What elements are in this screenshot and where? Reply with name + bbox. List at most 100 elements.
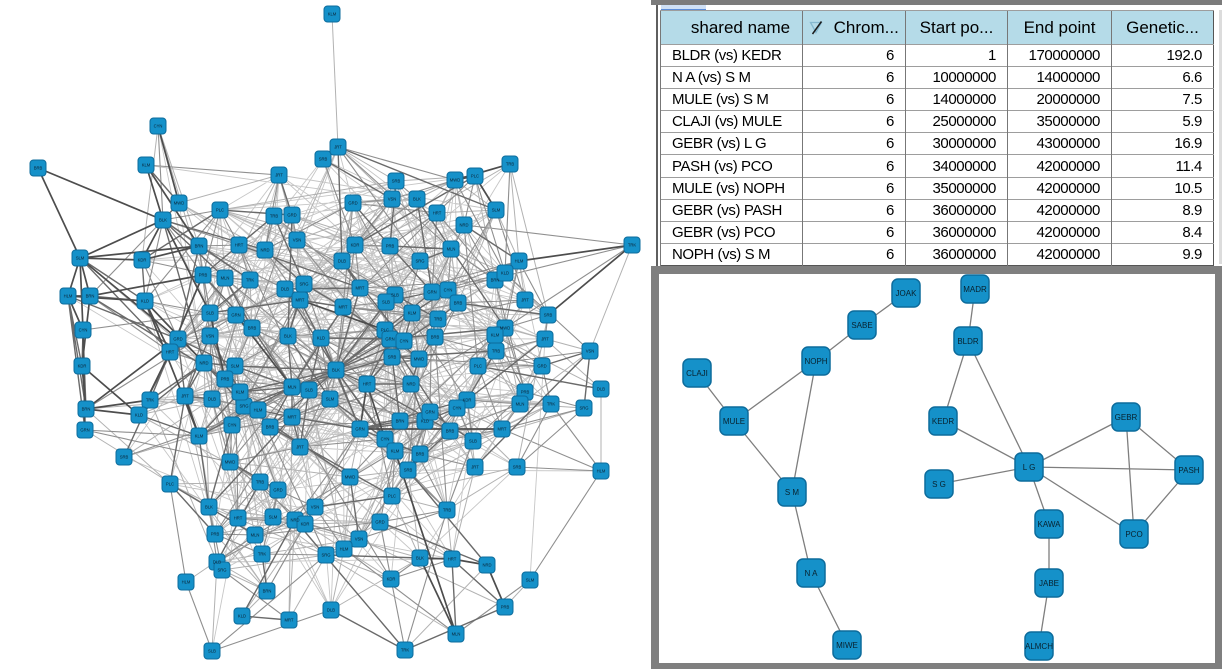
svg-text:PRB: PRB bbox=[386, 244, 395, 249]
svg-text:MWD: MWD bbox=[450, 178, 460, 183]
svg-text:MWD: MWD bbox=[174, 201, 184, 206]
svg-text:GRD: GRD bbox=[173, 337, 182, 342]
svg-text:GRN: GRN bbox=[385, 337, 394, 342]
svg-text:BRN: BRN bbox=[86, 294, 95, 299]
svg-text:TRB: TRB bbox=[506, 162, 515, 167]
svg-text:HRT: HRT bbox=[433, 211, 442, 216]
svg-text:SLM: SLM bbox=[492, 208, 501, 213]
svg-text:CYN: CYN bbox=[400, 339, 409, 344]
svg-text:GRD: GRD bbox=[287, 213, 296, 218]
svg-text:DLB: DLB bbox=[597, 387, 605, 392]
svg-text:BRN: BRN bbox=[195, 244, 204, 249]
svg-text:MLN: MLN bbox=[251, 533, 260, 538]
svg-text:CYN: CYN bbox=[381, 437, 390, 442]
svg-text:KLM: KLM bbox=[391, 449, 400, 454]
svg-text:KAWA: KAWA bbox=[1038, 520, 1062, 529]
svg-text:KLD: KLD bbox=[238, 614, 246, 619]
svg-text:JRT: JRT bbox=[334, 145, 342, 150]
svg-text:SLB: SLB bbox=[469, 439, 477, 444]
svg-text:BLK: BLK bbox=[332, 368, 340, 373]
svg-text:TRB: TRB bbox=[256, 480, 265, 485]
svg-text:SLM: SLM bbox=[326, 397, 335, 402]
svg-text:KLM: KLM bbox=[195, 434, 204, 439]
svg-text:BRB: BRB bbox=[446, 429, 455, 434]
svg-text:KLD: KLD bbox=[501, 271, 509, 276]
svg-text:KDR: KDR bbox=[463, 398, 472, 403]
svg-text:SRB: SRB bbox=[544, 313, 553, 318]
svg-text:KDR: KDR bbox=[301, 522, 310, 527]
svg-text:TRK: TRK bbox=[246, 278, 255, 283]
svg-text:SRB: SRB bbox=[513, 465, 522, 470]
svg-text:JRT: JRT bbox=[181, 394, 189, 399]
svg-text:BRB: BRB bbox=[431, 335, 440, 340]
svg-text:KEDR: KEDR bbox=[932, 417, 954, 426]
svg-text:BRB: BRB bbox=[416, 452, 425, 457]
svg-text:MWD: MWD bbox=[500, 326, 510, 331]
svg-text:SLM: SLM bbox=[76, 256, 85, 261]
svg-text:SLB: SLB bbox=[208, 649, 216, 654]
svg-text:TRB: TRB bbox=[492, 349, 501, 354]
svg-text:BRB: BRB bbox=[266, 425, 275, 430]
svg-text:SRB: SRB bbox=[404, 468, 413, 473]
svg-text:MLN: MLN bbox=[221, 276, 230, 281]
svg-text:SRB: SRB bbox=[388, 355, 397, 360]
svg-text:NOPH: NOPH bbox=[804, 357, 827, 366]
svg-text:SLB: SLB bbox=[391, 293, 399, 298]
svg-text:NRD: NRD bbox=[459, 223, 468, 228]
svg-text:GRN: GRN bbox=[231, 313, 240, 318]
svg-text:GEBR: GEBR bbox=[1115, 413, 1138, 422]
svg-text:CYN: CYN bbox=[228, 423, 237, 428]
svg-text:KLD: KLD bbox=[141, 299, 149, 304]
svg-text:NRD: NRD bbox=[290, 518, 299, 523]
svg-text:HLM: HLM bbox=[254, 408, 263, 413]
svg-text:SLM: SLM bbox=[231, 364, 240, 369]
svg-text:PRB: PRB bbox=[199, 273, 208, 278]
svg-text:PASH: PASH bbox=[1178, 466, 1199, 475]
svg-text:KLM: KLM bbox=[236, 390, 245, 395]
svg-text:KLD: KLD bbox=[135, 413, 143, 418]
svg-text:NRD: NRD bbox=[199, 361, 208, 366]
svg-text:PLC: PLC bbox=[388, 494, 396, 499]
svg-text:MULE: MULE bbox=[723, 417, 745, 426]
svg-text:PRB: PRB bbox=[501, 605, 510, 610]
svg-text:SABE: SABE bbox=[851, 321, 872, 330]
svg-text:MLN: MLN bbox=[288, 385, 297, 390]
svg-text:MRT: MRT bbox=[339, 305, 348, 310]
svg-text:HRT: HRT bbox=[166, 350, 175, 355]
svg-text:BLK: BLK bbox=[205, 505, 213, 510]
svg-text:SRG: SRG bbox=[239, 404, 248, 409]
svg-text:CYN: CYN bbox=[79, 328, 88, 333]
svg-text:VSN: VSN bbox=[206, 334, 215, 339]
svg-text:VSN: VSN bbox=[293, 238, 302, 243]
svg-text:CYN: CYN bbox=[154, 124, 163, 129]
svg-text:PLC: PLC bbox=[166, 482, 174, 487]
svg-text:JRT: JRT bbox=[541, 337, 549, 342]
svg-text:S G: S G bbox=[932, 480, 946, 489]
svg-text:TRB: TRB bbox=[434, 317, 443, 322]
svg-text:SLM: SLM bbox=[526, 578, 535, 583]
svg-text:HRT: HRT bbox=[234, 516, 243, 521]
svg-text:DLB: DLB bbox=[327, 608, 335, 613]
svg-text:BRB: BRB bbox=[34, 166, 43, 171]
svg-text:MADR: MADR bbox=[963, 285, 987, 294]
svg-text:JRT: JRT bbox=[296, 445, 304, 450]
svg-text:PRB: PRB bbox=[211, 532, 220, 537]
svg-text:SLM: SLM bbox=[269, 515, 278, 520]
svg-text:HLM: HLM bbox=[597, 469, 606, 474]
svg-text:MRT: MRT bbox=[498, 427, 507, 432]
svg-text:TRK: TRK bbox=[401, 648, 410, 653]
svg-text:HLM: HLM bbox=[182, 580, 191, 585]
svg-text:MLN: MLN bbox=[516, 402, 525, 407]
svg-text:KDR: KDR bbox=[387, 577, 396, 582]
svg-text:TRK: TRK bbox=[547, 402, 556, 407]
svg-text:PCO: PCO bbox=[1125, 530, 1142, 539]
svg-text:SRB: SRB bbox=[392, 179, 401, 184]
svg-text:BRN: BRN bbox=[263, 589, 272, 594]
svg-text:KLM: KLM bbox=[328, 12, 337, 17]
svg-text:TRK: TRK bbox=[146, 398, 155, 403]
svg-text:CYN: CYN bbox=[444, 288, 453, 293]
svg-text:N A: N A bbox=[805, 569, 819, 578]
svg-text:PRB: PRB bbox=[521, 390, 530, 395]
svg-text:VSN: VSN bbox=[586, 349, 595, 354]
svg-text:NRD: NRD bbox=[482, 563, 491, 568]
